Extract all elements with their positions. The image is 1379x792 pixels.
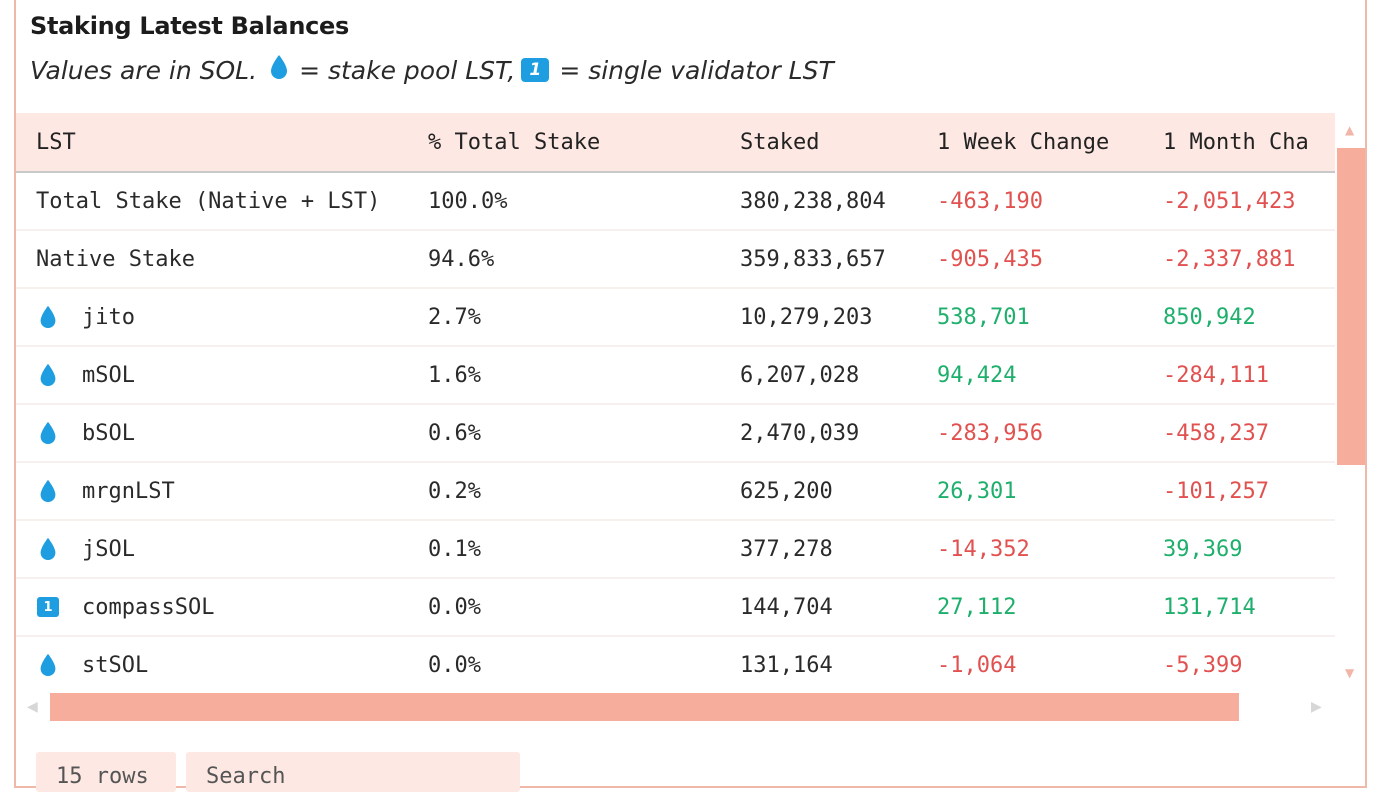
cell-lst: bSOL xyxy=(16,404,428,463)
lst-name: bSOL xyxy=(82,420,135,446)
cell-1-week-change: 26,301 xyxy=(937,462,1163,521)
cell-pct-total-stake: 0.2% xyxy=(428,462,740,521)
scroll-down-arrow-icon[interactable]: ▼ xyxy=(1345,666,1355,680)
search-input[interactable]: Search xyxy=(186,752,520,792)
scroll-right-arrow-icon[interactable]: ▶ xyxy=(1311,699,1322,715)
subtitle-pool-text: = stake pool LST, xyxy=(299,55,516,85)
drop-icon xyxy=(36,479,60,503)
page-title: Staking Latest Balances xyxy=(30,12,349,40)
lst-name: compassSOL xyxy=(82,594,215,620)
lst-name: stSOL xyxy=(82,652,149,678)
cell-pct-total-stake: 2.7% xyxy=(428,288,740,347)
cell-staked: 10,279,203 xyxy=(740,288,937,347)
vertical-scrollbar-thumb[interactable] xyxy=(1337,148,1365,465)
cell-1-week-change: -1,064 xyxy=(937,636,1163,690)
subtitle-validator-text: = single validator LST xyxy=(559,55,834,85)
cell-pct-total-stake: 0.1% xyxy=(428,520,740,579)
table-row: mrgnLST 0.2% 625,200 26,301 -101,257 xyxy=(16,462,1335,521)
cell-1-month-change: 131,714 xyxy=(1163,578,1335,637)
column-header-1-month-change[interactable]: 1 Month Cha xyxy=(1163,113,1335,173)
lst-name: mSOL xyxy=(82,362,135,388)
table-row: bSOL 0.6% 2,470,039 -283,956 -458,237 xyxy=(16,404,1335,463)
cell-1-week-change: 94,424 xyxy=(937,346,1163,405)
cell-1-month-change: -284,111 xyxy=(1163,346,1335,405)
drop-icon xyxy=(36,537,60,561)
drop-icon xyxy=(36,421,60,445)
cell-lst: stSOL xyxy=(16,636,428,690)
cell-1-month-change: 850,942 xyxy=(1163,288,1335,347)
cell-pct-total-stake: 94.6% xyxy=(428,230,740,289)
cell-1-week-change: 538,701 xyxy=(937,288,1163,347)
column-header-staked[interactable]: Staked xyxy=(740,113,937,173)
cell-1-week-change: -283,956 xyxy=(937,404,1163,463)
table-header-row: LST % Total Stake Staked 1 Week Change 1… xyxy=(16,113,1335,173)
table-row: jito 2.7% 10,279,203 538,701 850,942 xyxy=(16,288,1335,347)
subtitle: Values are in SOL. = stake pool LST, 1 =… xyxy=(30,54,834,86)
page-size-select[interactable]: 15 rows xyxy=(36,752,176,792)
cell-lst: jito xyxy=(16,288,428,347)
lst-name: mrgnLST xyxy=(82,478,175,504)
subtitle-prefix: Values are in SOL. xyxy=(30,55,258,85)
cell-1-month-change: -5,399 xyxy=(1163,636,1335,690)
validator-badge-label: 1 xyxy=(37,597,59,617)
table-row: jSOL 0.1% 377,278 -14,352 39,369 xyxy=(16,520,1335,579)
cell-staked: 144,704 xyxy=(740,578,937,637)
cell-staked: 359,833,657 xyxy=(740,230,937,289)
table-row: stSOL 0.0% 131,164 -1,064 -5,399 xyxy=(16,636,1335,690)
cell-lst: mSOL xyxy=(16,346,428,405)
cell-pct-total-stake: 0.0% xyxy=(428,636,740,690)
cell-1-month-change: -458,237 xyxy=(1163,404,1335,463)
lst-name: jSOL xyxy=(82,536,135,562)
drop-icon xyxy=(36,363,60,387)
table-row: mSOL 1.6% 6,207,028 94,424 -284,111 xyxy=(16,346,1335,405)
cell-staked: 6,207,028 xyxy=(740,346,937,405)
validator-badge-icon: 1 xyxy=(36,597,60,617)
validator-badge-icon: 1 xyxy=(521,58,550,82)
cell-1-week-change: -905,435 xyxy=(937,230,1163,289)
column-header-pct-total-stake[interactable]: % Total Stake xyxy=(428,113,740,173)
cell-lst: mrgnLST xyxy=(16,462,428,521)
table-row: Native Stake 94.6% 359,833,657 -905,435 -2,3… xyxy=(16,230,1335,289)
cell-pct-total-stake: 1.6% xyxy=(428,346,740,405)
scroll-left-arrow-icon[interactable]: ◀ xyxy=(27,699,38,715)
cell-pct-total-stake: 0.6% xyxy=(428,404,740,463)
cell-staked: 131,164 xyxy=(740,636,937,690)
drop-icon xyxy=(269,54,289,86)
table-row: Total Stake (Native + LST) 100.0% 380,238,… xyxy=(16,172,1335,231)
cell-pct-total-stake: 100.0% xyxy=(428,172,740,231)
cell-1-month-change: -101,257 xyxy=(1163,462,1335,521)
cell-1-week-change: -463,190 xyxy=(937,172,1163,231)
cell-lst: jSOL xyxy=(16,520,428,579)
cell-1-week-change: -14,352 xyxy=(937,520,1163,579)
lst-name: Total Stake (Native + LST) xyxy=(36,188,381,214)
cell-1-week-change: 27,112 xyxy=(937,578,1163,637)
column-header-lst[interactable]: LST xyxy=(16,113,428,173)
horizontal-scrollbar-thumb[interactable] xyxy=(50,693,1239,721)
drop-icon xyxy=(36,653,60,677)
table-row: 1 compassSOL 0.0% 144,704 27,112 131,714 xyxy=(16,578,1335,637)
cell-pct-total-stake: 0.0% xyxy=(428,578,740,637)
lst-table-scroll-area[interactable]: LST % Total Stake Staked 1 Week Change 1… xyxy=(16,113,1335,690)
cell-staked: 380,238,804 xyxy=(740,172,937,231)
cell-staked: 625,200 xyxy=(740,462,937,521)
lst-table: LST % Total Stake Staked 1 Week Change 1… xyxy=(16,113,1335,690)
scroll-up-arrow-icon[interactable]: ▲ xyxy=(1345,123,1355,137)
cell-staked: 377,278 xyxy=(740,520,937,579)
cell-staked: 2,470,039 xyxy=(740,404,937,463)
lst-name: Native Stake xyxy=(36,246,195,272)
cell-lst: Total Stake (Native + LST) xyxy=(16,172,428,231)
cell-1-month-change: -2,337,881 xyxy=(1163,230,1335,289)
column-header-1-week-change[interactable]: 1 Week Change xyxy=(937,113,1163,173)
lst-name: jito xyxy=(82,304,135,330)
cell-1-month-change: 39,369 xyxy=(1163,520,1335,579)
cell-lst: Native Stake xyxy=(16,230,428,289)
cell-1-month-change: -2,051,423 xyxy=(1163,172,1335,231)
drop-icon xyxy=(36,305,60,329)
cell-lst: 1 compassSOL xyxy=(16,578,428,637)
